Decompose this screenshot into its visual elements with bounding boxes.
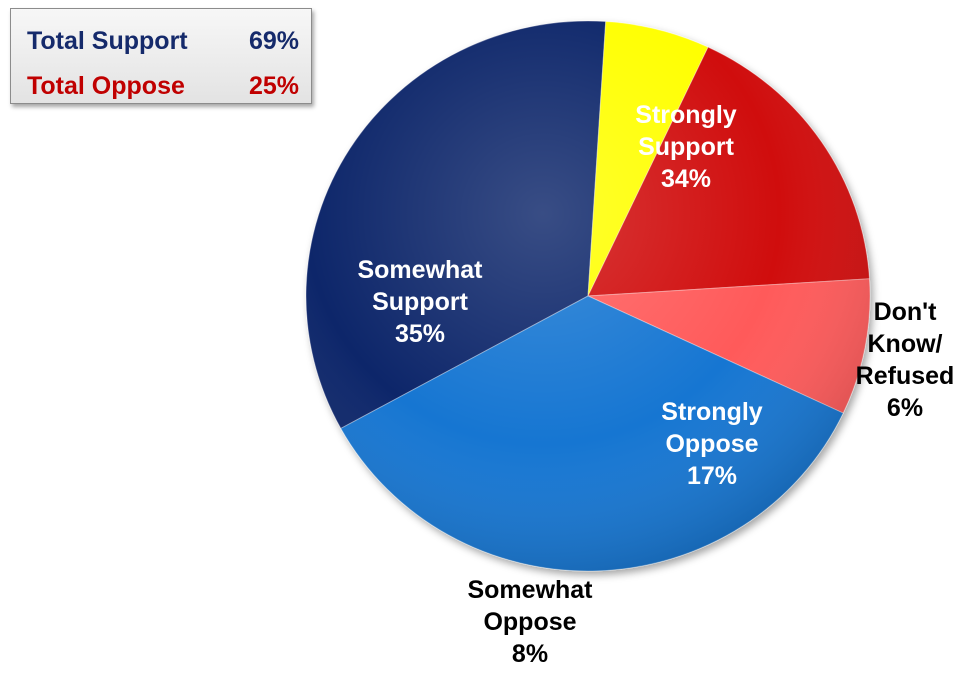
slice-label-somewhat-support: Somewhat Support 35%	[357, 256, 483, 348]
slice-category-label: Somewhat	[357, 256, 483, 284]
total-oppose-value: 25%	[248, 72, 299, 100]
pie-labels: Strongly Support 34% Don't Know/Refused 6% Str…	[357, 101, 954, 668]
slice-label-somewhat-oppose: Somewhat Oppose 8%	[467, 576, 593, 668]
slice-value-label: 34%	[661, 165, 711, 193]
summary-box: Total Support 69% Total Oppose 25%	[10, 8, 312, 104]
slice-category-label: Strongly	[661, 398, 762, 426]
slice-category-label: Oppose	[665, 430, 758, 458]
slice-category-label: Support	[638, 133, 734, 161]
slice-category-label: Somewhat	[467, 576, 593, 604]
total-support-label: Total Support	[27, 27, 188, 55]
slice-value-label: 35%	[395, 320, 445, 348]
slice-category-label: Know/	[868, 330, 943, 358]
slice-category-label: Strongly	[635, 101, 736, 129]
total-oppose-label: Total Oppose	[27, 72, 185, 100]
slice-category-label: Don't	[874, 298, 938, 326]
slice-label-strongly-oppose: Strongly Oppose 17%	[661, 398, 762, 490]
total-support-row: Total Support 69%	[27, 26, 299, 56]
slice-value-label: 17%	[687, 462, 737, 490]
slice-value-label: 8%	[512, 640, 548, 668]
slice-category-label: Support	[372, 288, 468, 316]
total-oppose-row: Total Oppose 25%	[27, 71, 299, 101]
slice-category-label: Refused	[856, 362, 955, 390]
slice-label-strongly-support: Strongly Support 34%	[635, 101, 736, 193]
slice-value-label: 6%	[887, 394, 923, 422]
slice-category-label: Oppose	[483, 608, 576, 636]
total-support-value: 69%	[248, 27, 299, 55]
slice-label-don-t-know-refused: Don't Know/Refused 6%	[856, 298, 955, 422]
